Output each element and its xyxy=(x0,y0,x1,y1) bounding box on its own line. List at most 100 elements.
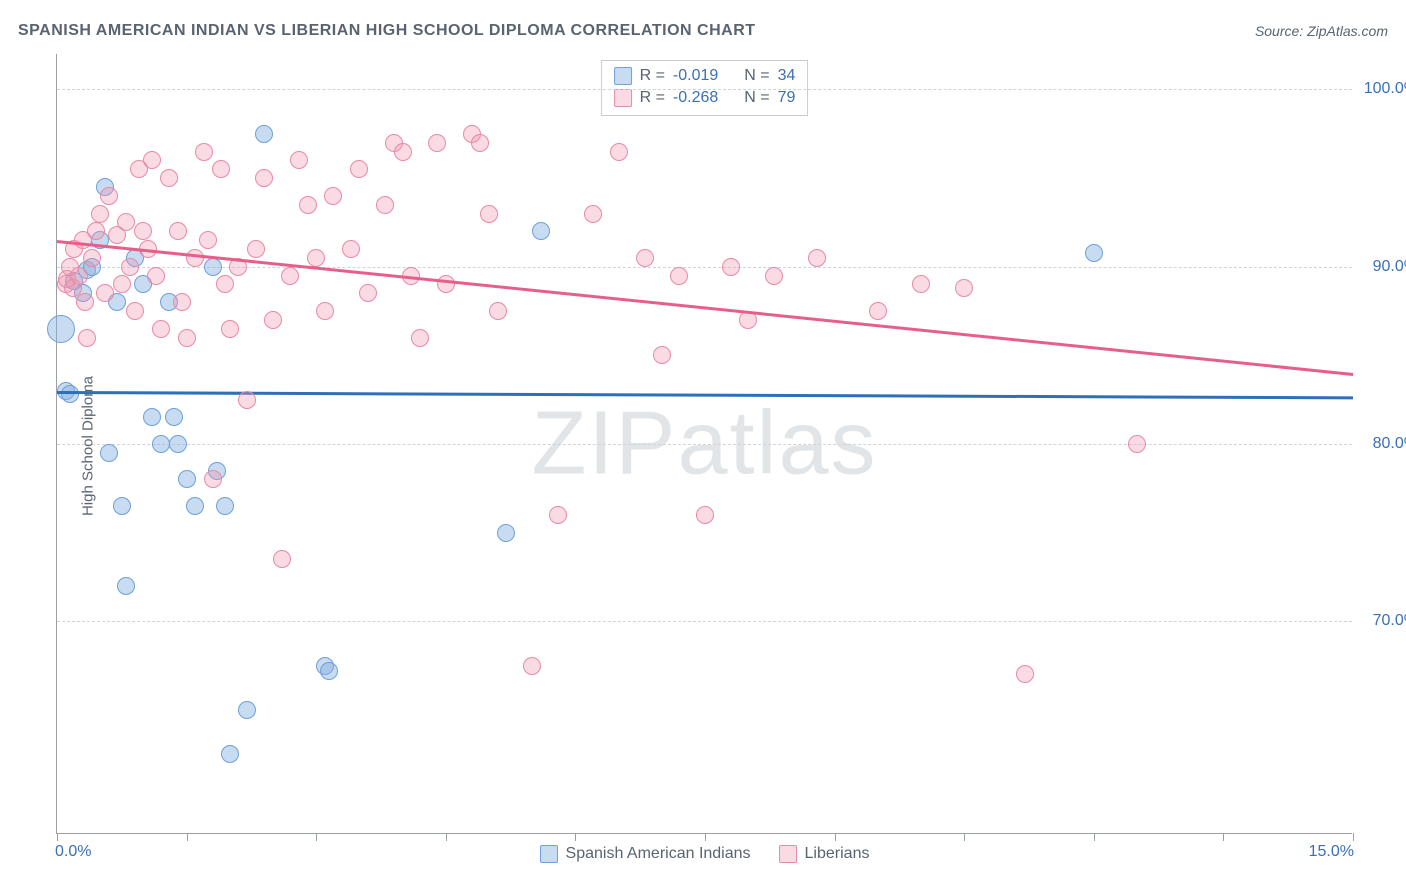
scatter-point xyxy=(955,279,973,297)
x-tick xyxy=(964,833,965,841)
scatter-point xyxy=(160,169,178,187)
scatter-point xyxy=(610,143,628,161)
scatter-point xyxy=(696,506,714,524)
scatter-point xyxy=(264,311,282,329)
scatter-point xyxy=(134,222,152,240)
scatter-point xyxy=(186,497,204,515)
chart-header: SPANISH AMERICAN INDIAN VS LIBERIAN HIGH… xyxy=(18,22,1388,40)
scatter-point xyxy=(411,329,429,347)
y-tick-label: 100.0% xyxy=(1364,80,1406,98)
y-tick-label: 70.0% xyxy=(1373,612,1406,630)
scatter-point xyxy=(636,249,654,267)
scatter-point xyxy=(113,275,131,293)
legend-swatch xyxy=(614,67,632,85)
scatter-point xyxy=(765,267,783,285)
scatter-point xyxy=(221,745,239,763)
scatter-point xyxy=(350,160,368,178)
scatter-point xyxy=(320,662,338,680)
gridline-horizontal xyxy=(57,267,1352,268)
chart-source: Source: ZipAtlas.com xyxy=(1255,23,1388,39)
chart-title: SPANISH AMERICAN INDIAN VS LIBERIAN HIGH… xyxy=(18,22,756,40)
scatter-point xyxy=(670,267,688,285)
scatter-point xyxy=(221,320,239,338)
scatter-point xyxy=(722,258,740,276)
legend-n-value: 34 xyxy=(778,65,796,87)
x-tick xyxy=(705,833,706,841)
scatter-point xyxy=(204,470,222,488)
legend-label: Spanish American Indians xyxy=(566,845,751,863)
scatter-point xyxy=(152,435,170,453)
scatter-point xyxy=(912,275,930,293)
scatter-point xyxy=(173,293,191,311)
scatter-point xyxy=(307,249,325,267)
scatter-point xyxy=(808,249,826,267)
legend-series: Spanish American Indians Liberians xyxy=(540,845,870,863)
scatter-point xyxy=(247,240,265,258)
legend-item: Liberians xyxy=(779,845,870,863)
scatter-point xyxy=(169,222,187,240)
scatter-point xyxy=(497,524,515,542)
legend-label: Liberians xyxy=(805,845,870,863)
scatter-point xyxy=(359,284,377,302)
scatter-point xyxy=(1016,665,1034,683)
scatter-point xyxy=(147,267,165,285)
scatter-point xyxy=(165,408,183,426)
scatter-point xyxy=(376,196,394,214)
scatter-point xyxy=(316,302,334,320)
scatter-point xyxy=(869,302,887,320)
x-tick xyxy=(575,833,576,841)
gridline-horizontal xyxy=(57,444,1352,445)
trend-line xyxy=(57,240,1353,375)
scatter-point xyxy=(78,329,96,347)
scatter-point xyxy=(216,275,234,293)
scatter-point xyxy=(549,506,567,524)
x-tick-label: 0.0% xyxy=(55,843,91,861)
y-tick-label: 80.0% xyxy=(1373,435,1406,453)
scatter-point xyxy=(216,497,234,515)
scatter-point xyxy=(178,329,196,347)
scatter-point xyxy=(489,302,507,320)
x-tick xyxy=(835,833,836,841)
scatter-point xyxy=(195,143,213,161)
scatter-point xyxy=(273,550,291,568)
scatter-point xyxy=(113,497,131,515)
scatter-point xyxy=(1128,435,1146,453)
scatter-point xyxy=(76,293,94,311)
scatter-point xyxy=(169,435,187,453)
legend-n-label: N = xyxy=(744,65,769,87)
legend-swatch xyxy=(540,845,558,863)
scatter-point xyxy=(117,577,135,595)
scatter-point xyxy=(471,134,489,152)
gridline-horizontal xyxy=(57,621,1352,622)
scatter-point xyxy=(255,169,273,187)
scatter-point xyxy=(324,187,342,205)
x-tick-label: 15.0% xyxy=(1309,843,1354,861)
x-tick xyxy=(1094,833,1095,841)
x-tick xyxy=(57,833,58,841)
scatter-point xyxy=(91,205,109,223)
scatter-point xyxy=(212,160,230,178)
scatter-point xyxy=(126,302,144,320)
scatter-point xyxy=(204,258,222,276)
gridline-horizontal xyxy=(57,89,1352,90)
x-tick xyxy=(1353,833,1354,841)
scatter-point xyxy=(653,346,671,364)
scatter-point xyxy=(70,267,88,285)
scatter-point xyxy=(299,196,317,214)
scatter-point xyxy=(238,391,256,409)
scatter-point xyxy=(281,267,299,285)
scatter-point xyxy=(255,125,273,143)
scatter-point xyxy=(290,151,308,169)
scatter-point xyxy=(96,284,114,302)
x-tick xyxy=(1223,833,1224,841)
legend-swatch xyxy=(779,845,797,863)
scatter-point xyxy=(83,249,101,267)
scatter-point xyxy=(100,444,118,462)
scatter-point xyxy=(152,320,170,338)
scatter-point xyxy=(532,222,550,240)
legend-correlation: R =-0.019N =34R =-0.268N =79 xyxy=(601,60,809,116)
legend-r-value: -0.019 xyxy=(673,65,718,87)
scatter-point xyxy=(178,470,196,488)
scatter-point xyxy=(47,315,75,343)
legend-r-label: R = xyxy=(640,65,665,87)
